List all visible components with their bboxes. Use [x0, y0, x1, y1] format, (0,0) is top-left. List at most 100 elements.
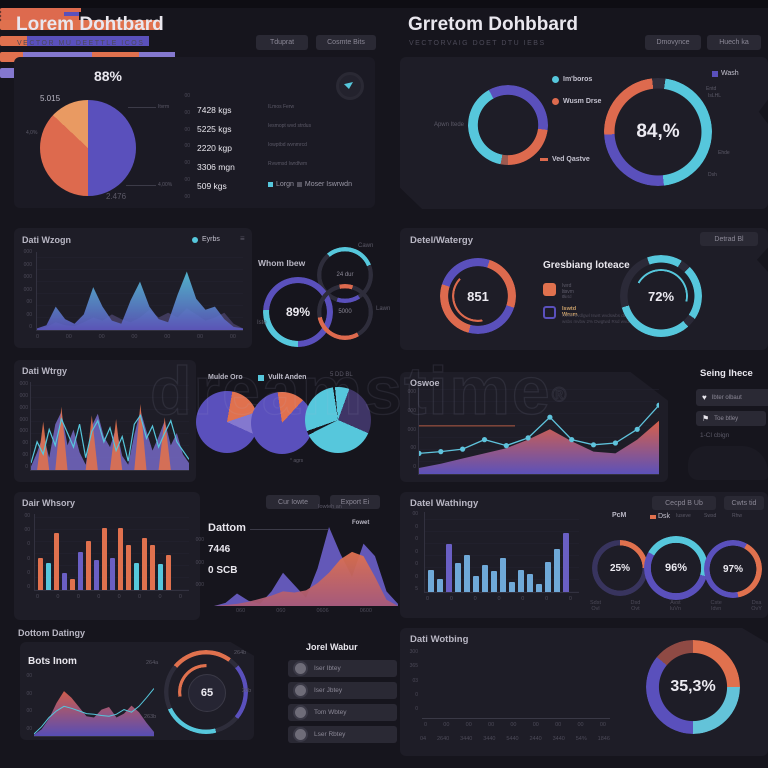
stat-label: ILmos Ferw	[268, 104, 295, 110]
donut-top-label: Iuseve	[676, 513, 691, 519]
ytick-label: 00	[184, 126, 190, 133]
dattom-callout-1: Iowteh an	[318, 504, 342, 510]
xtick-label: 0	[117, 594, 121, 600]
ytick-label: 000	[23, 274, 32, 280]
donut-sub-label: Avst IuVn	[669, 600, 682, 612]
page-subtitle-left: VECTOR MU DEETTLE ICOS	[17, 40, 145, 47]
xtick-label: 0	[568, 596, 572, 602]
wtrgy-chart-frame	[30, 382, 189, 471]
donut-top-label: Swsd	[704, 513, 717, 519]
gauge-mini-icon[interactable]	[336, 72, 364, 100]
bar	[126, 545, 131, 590]
bar	[437, 579, 443, 592]
donut-value: 35,3%	[670, 678, 716, 695]
item-line: 5wtd	[562, 294, 572, 299]
legend-swatch-cyan	[258, 374, 264, 381]
xtick-label: 0	[36, 594, 40, 600]
ytick-label: 0	[29, 324, 32, 330]
cur-iowte-button[interactable]: Cur Iowte	[266, 495, 320, 509]
stat-value: 3306 mgn	[197, 162, 235, 172]
bar	[166, 555, 171, 590]
legend-item: Eyrbs	[192, 236, 220, 243]
whsory-bar-chart	[38, 514, 174, 590]
bar	[554, 548, 560, 592]
bar	[70, 579, 75, 590]
seing-link[interactable]: 1-Cl cbign	[700, 432, 730, 439]
xtick-label: 3440	[460, 736, 473, 742]
ytick-label: 000	[23, 286, 32, 293]
export-button[interactable]: Export Ei	[330, 495, 380, 509]
pies-note: 5 DD BL	[330, 372, 353, 378]
oswoe-chart-frame	[418, 388, 659, 475]
legend-swatch-orange	[650, 514, 656, 519]
dattom-callout-2: Fowet	[352, 520, 370, 526]
wotbing-xlabels-2: 04 2640 3440 3440 5440 2440 3440 54% 1846	[420, 736, 610, 742]
ring-89: 89%	[263, 277, 333, 347]
ytick-label: 0	[415, 561, 418, 567]
xtick-label: 060	[236, 608, 246, 614]
list-item[interactable]: Lser Rbtey	[288, 726, 397, 743]
header-button-cosmte[interactable]: Cosmte Bits	[316, 35, 376, 50]
top-strip	[0, 0, 768, 8]
ytick-label: 000	[407, 389, 416, 395]
stat-value: 7428 kgs	[197, 105, 232, 115]
xtick-label: 00	[98, 334, 105, 340]
panel-title: Dati Wzogn	[22, 235, 71, 245]
bar	[428, 569, 434, 592]
ytick-label: 00	[22, 440, 28, 447]
xtick-label: 0	[97, 594, 101, 600]
bar	[482, 564, 488, 592]
stat-bar	[0, 8, 92, 12]
stat-label: Rvwmsd Iwrdfwm	[268, 161, 308, 167]
legend-label: Vullt Anden	[268, 374, 307, 381]
legend-dash-orange	[540, 158, 548, 161]
menu-icon[interactable]: ≡	[240, 234, 245, 243]
xtick-label: 00	[599, 722, 606, 728]
callout-line	[128, 107, 156, 108]
donut-left-label: Apwn Itede	[433, 122, 464, 128]
bar	[473, 576, 479, 592]
gauge-label-r: 26b	[242, 688, 252, 694]
donut-side-label: Wash	[712, 70, 739, 77]
ytick-label: 00	[26, 690, 32, 697]
flag-icon: ⚑	[702, 414, 710, 423]
header-button-huech[interactable]: Huech ka	[707, 35, 761, 50]
legend-swatch-purple	[712, 70, 718, 77]
panel-title: Dair Whsory	[22, 498, 76, 508]
cecpd-button[interactable]: Cecpd B Ub	[652, 496, 716, 510]
ytick-label: 000	[23, 249, 32, 255]
stat-value: 2220 kgp	[197, 143, 232, 153]
legend-dot-orange	[552, 98, 559, 105]
cwts-button[interactable]: Cwts tid	[724, 496, 764, 510]
ytick-label: 0	[415, 691, 418, 698]
list-item[interactable]: Iser Jbtey	[288, 682, 397, 699]
item-line: wsbs mvbw 2% Dwgtwd Rsd wvdsb	[562, 319, 634, 324]
pie-value: 88%	[93, 68, 123, 84]
list-item-label: Tom Wbtey	[314, 709, 347, 716]
hbar-row	[0, 12, 92, 16]
ring-value: 24 dur	[336, 272, 354, 278]
donut-ring	[644, 536, 708, 600]
ytick-label: 000	[19, 392, 28, 399]
header-button-tduprat[interactable]: Tduprat	[256, 35, 308, 50]
heart-icon: ♥	[702, 393, 707, 402]
item-line: Rvsm bvdlgwl Iswrt wvdswbs dwsm	[562, 313, 634, 318]
bar	[118, 528, 123, 590]
ytick-label: 0	[27, 541, 30, 548]
list-item-label: Iser Ibtey	[314, 665, 341, 672]
ytick-label: 000	[23, 261, 32, 268]
ytick-label: 00	[26, 299, 32, 305]
page-subtitle-right: VECTORVAIG DOET DTU IEBS	[409, 40, 546, 47]
xtick-label: 0	[521, 596, 525, 602]
detrad-button[interactable]: Detrad Bl	[700, 232, 758, 246]
button-label: Toe btley	[714, 415, 739, 422]
list-item[interactable]: Tom Wbtey	[288, 704, 397, 721]
header-button-dmovynce[interactable]: Dmovynce	[645, 35, 701, 50]
heart-button[interactable]: ♥ Ibter olbaut	[696, 389, 768, 406]
legend-label: Eyrbs	[202, 236, 220, 243]
ring-label-iste: Iste	[257, 320, 267, 326]
flag-button[interactable]: ⚑ Toe btley	[696, 411, 766, 426]
list-item[interactable]: Iser Ibtey	[288, 660, 397, 677]
xtick-label: 54%	[575, 736, 587, 742]
x-axis-line	[422, 718, 610, 719]
